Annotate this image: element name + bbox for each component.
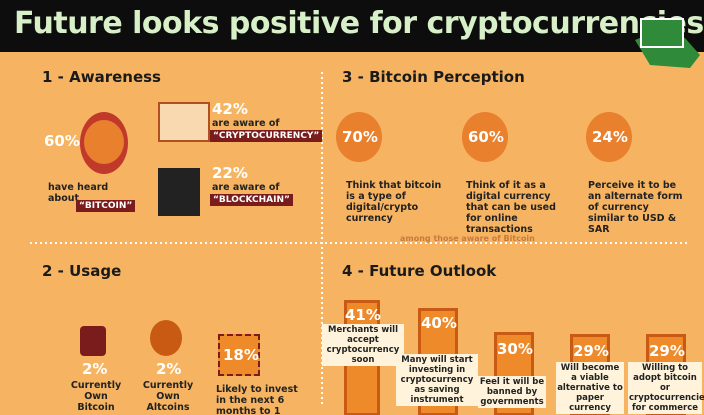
- flag-map: [635, 18, 700, 68]
- text: Think that bitcoin is a type of digital/…: [346, 180, 442, 224]
- label: Many will start investing in cryptocurre…: [396, 354, 478, 406]
- text: are aware of: [212, 182, 280, 193]
- text: have heard about: [48, 182, 109, 204]
- pct: 42%: [212, 100, 248, 118]
- text: Currently Own Bitcoin: [70, 380, 122, 413]
- text: are aware of: [212, 118, 280, 129]
- icon: [80, 326, 106, 356]
- pct: 60%: [468, 128, 504, 146]
- note: among those aware of Bitcoin: [400, 234, 535, 243]
- circle: [336, 112, 382, 162]
- icon: [158, 102, 210, 142]
- title-bar: Future looks positive for cryptocurrenci…: [0, 0, 704, 52]
- text: Think of it as a digital currency that c…: [466, 180, 556, 235]
- pct: 60%: [44, 132, 80, 150]
- text: Currently Own Altcoins: [142, 380, 194, 413]
- pct: 18%: [223, 346, 259, 364]
- circle: [462, 112, 508, 162]
- icon: [158, 168, 200, 216]
- heading: 2 - Usage: [42, 262, 122, 280]
- pct: 70%: [342, 128, 378, 146]
- icon: [150, 320, 182, 356]
- label: Willing to adopt bitcoin or cryptocurren…: [628, 362, 704, 414]
- term: “BLOCKCHAIN”: [210, 194, 293, 206]
- pct: 29%: [649, 342, 685, 360]
- label: Merchants will accept cryptocurrency soo…: [322, 324, 404, 366]
- pct: 41%: [345, 306, 381, 324]
- text: Perceive it to be an alternate form of c…: [588, 180, 683, 235]
- label: Will become a viable alternative to pape…: [556, 362, 624, 414]
- pct: 24%: [592, 128, 628, 146]
- title: Future looks positive for cryptocurrenci…: [14, 6, 704, 41]
- heading: 4 - Future Outlook: [342, 262, 497, 280]
- coin: [84, 120, 124, 164]
- term: “CRYPTOCURRENCY”: [210, 130, 323, 142]
- term: “BITCOIN”: [76, 200, 136, 212]
- pct: 40%: [421, 314, 457, 332]
- label: Feel it will be banned by governments: [478, 376, 546, 408]
- heading: 1 - Awareness: [42, 68, 161, 86]
- heading: 3 - Bitcoin Perception: [342, 68, 525, 86]
- pct: 2%: [82, 360, 108, 378]
- box: [218, 334, 260, 376]
- pct: 30%: [497, 340, 533, 358]
- circle: [586, 112, 632, 162]
- pct: 22%: [212, 164, 248, 182]
- pct: 2%: [156, 360, 182, 378]
- dividers: [30, 72, 690, 407]
- pct: 29%: [573, 342, 609, 360]
- text: Likely to invest in the next 6 months to…: [216, 384, 298, 415]
